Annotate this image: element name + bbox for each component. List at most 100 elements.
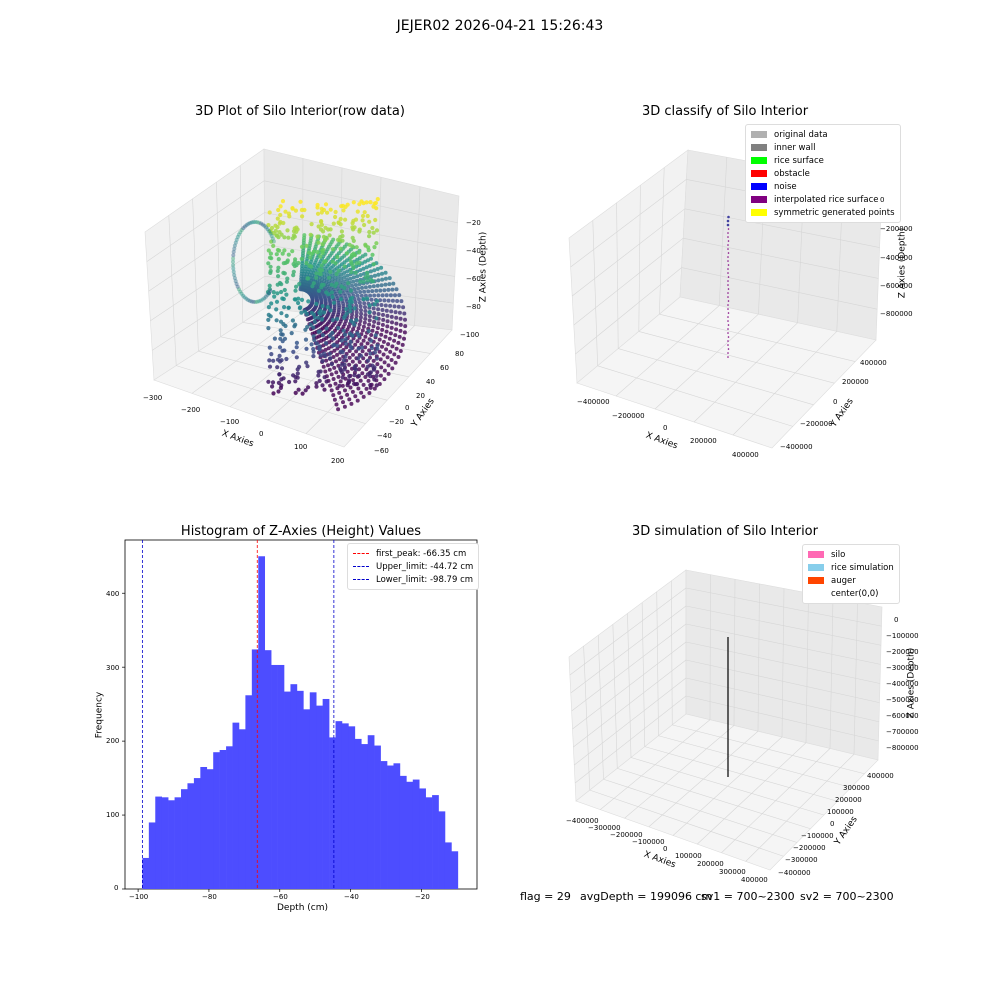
data-point: [375, 197, 380, 202]
data-point: [271, 391, 276, 396]
data-point: [338, 235, 343, 240]
data-point: [347, 303, 352, 308]
legend-label: inner wall: [774, 142, 816, 153]
data-point: [343, 332, 348, 337]
data-point: [369, 256, 373, 261]
plot2-ytick: 200000: [842, 378, 869, 386]
data-point: [311, 334, 316, 339]
legend-label: auger: [831, 575, 856, 586]
data-point: [360, 328, 365, 333]
data-point: [374, 373, 379, 378]
data-point: [333, 381, 338, 386]
plot2-xtick: −400000: [577, 398, 610, 406]
data-point: [309, 264, 314, 269]
data-point: [352, 381, 357, 386]
data-point: [276, 257, 281, 262]
data-point: [315, 211, 321, 216]
data-point: [255, 299, 260, 304]
data-point: [363, 275, 368, 280]
data-point: [398, 328, 403, 333]
data-point: [342, 404, 347, 409]
plot4-ytick: −200000: [793, 844, 826, 852]
data-point: [331, 377, 336, 381]
data-point: [376, 307, 381, 312]
legend-label: rice simulation: [831, 562, 894, 573]
data-point: [368, 269, 373, 274]
data-point: [356, 356, 361, 361]
data-point: [347, 397, 352, 402]
data-point: [339, 229, 344, 234]
data-point: [348, 344, 353, 349]
data-point: [385, 313, 390, 318]
data-point: [394, 327, 399, 332]
data-point: [362, 222, 367, 228]
plot1-ytick: −40: [377, 432, 392, 440]
data-point: [350, 389, 355, 394]
plot4-ztick: −300000: [886, 664, 919, 672]
plot4-ztick: −500000: [886, 696, 919, 704]
data-point: [275, 357, 281, 362]
plot4-ytick: 400000: [867, 772, 894, 780]
data-point: [361, 266, 366, 271]
data-point: [363, 375, 368, 379]
data-point: [402, 330, 407, 335]
data-point: [356, 297, 361, 302]
data-point: [339, 369, 344, 375]
data-point: [344, 307, 349, 312]
plot3-ytick: 400: [106, 590, 120, 598]
grid-line: [146, 180, 265, 262]
data-point: [359, 293, 364, 298]
data-point: [367, 229, 372, 235]
data-point: [231, 269, 236, 274]
data-point: [291, 373, 296, 378]
plot2-ztick: −800000: [880, 310, 913, 318]
data-point: [368, 385, 373, 390]
data-point: [381, 317, 386, 322]
data-point: [267, 287, 272, 292]
data-point: [368, 370, 373, 375]
data-point: [270, 384, 275, 389]
data-point: [341, 279, 346, 284]
flag-text: flag = 29: [520, 890, 571, 903]
data-point: [334, 359, 338, 364]
legend-item: Lower_limit: -98.79 cm: [353, 573, 473, 586]
data-point: [353, 283, 358, 287]
data-point: [312, 338, 317, 343]
grid-line: [414, 186, 421, 326]
data-point: [346, 284, 351, 289]
data-point: [323, 341, 329, 346]
data-point: [400, 342, 405, 347]
data-point: [271, 290, 276, 295]
data-point: [338, 289, 343, 294]
data-point: [372, 268, 377, 273]
data-point: [269, 225, 275, 231]
data-point: [352, 373, 357, 378]
data-point: [330, 247, 335, 252]
data-point: [320, 383, 325, 388]
data-point: [391, 281, 396, 286]
data-point: [282, 248, 287, 253]
data-point: [363, 309, 368, 313]
data-point: [350, 295, 355, 300]
data-point: [267, 290, 271, 295]
data-point: [274, 299, 280, 304]
data-point: [231, 263, 236, 268]
data-point: [345, 273, 350, 278]
data-point: [371, 358, 376, 363]
data-point: [343, 388, 347, 393]
data-point: [348, 309, 353, 314]
data-point: [394, 321, 399, 326]
data-point: [269, 234, 274, 238]
data-point: [323, 353, 328, 358]
data-point: [327, 351, 332, 356]
data-point: [368, 338, 374, 343]
plot4-zlabel: Z Axies (Depth): [906, 647, 917, 719]
data-point: [318, 268, 323, 273]
data-point: [305, 364, 310, 369]
data-point: [376, 272, 381, 277]
data-point: [268, 231, 273, 236]
data-point: [305, 324, 310, 330]
data-point: [272, 294, 277, 299]
data-point: [369, 345, 374, 351]
